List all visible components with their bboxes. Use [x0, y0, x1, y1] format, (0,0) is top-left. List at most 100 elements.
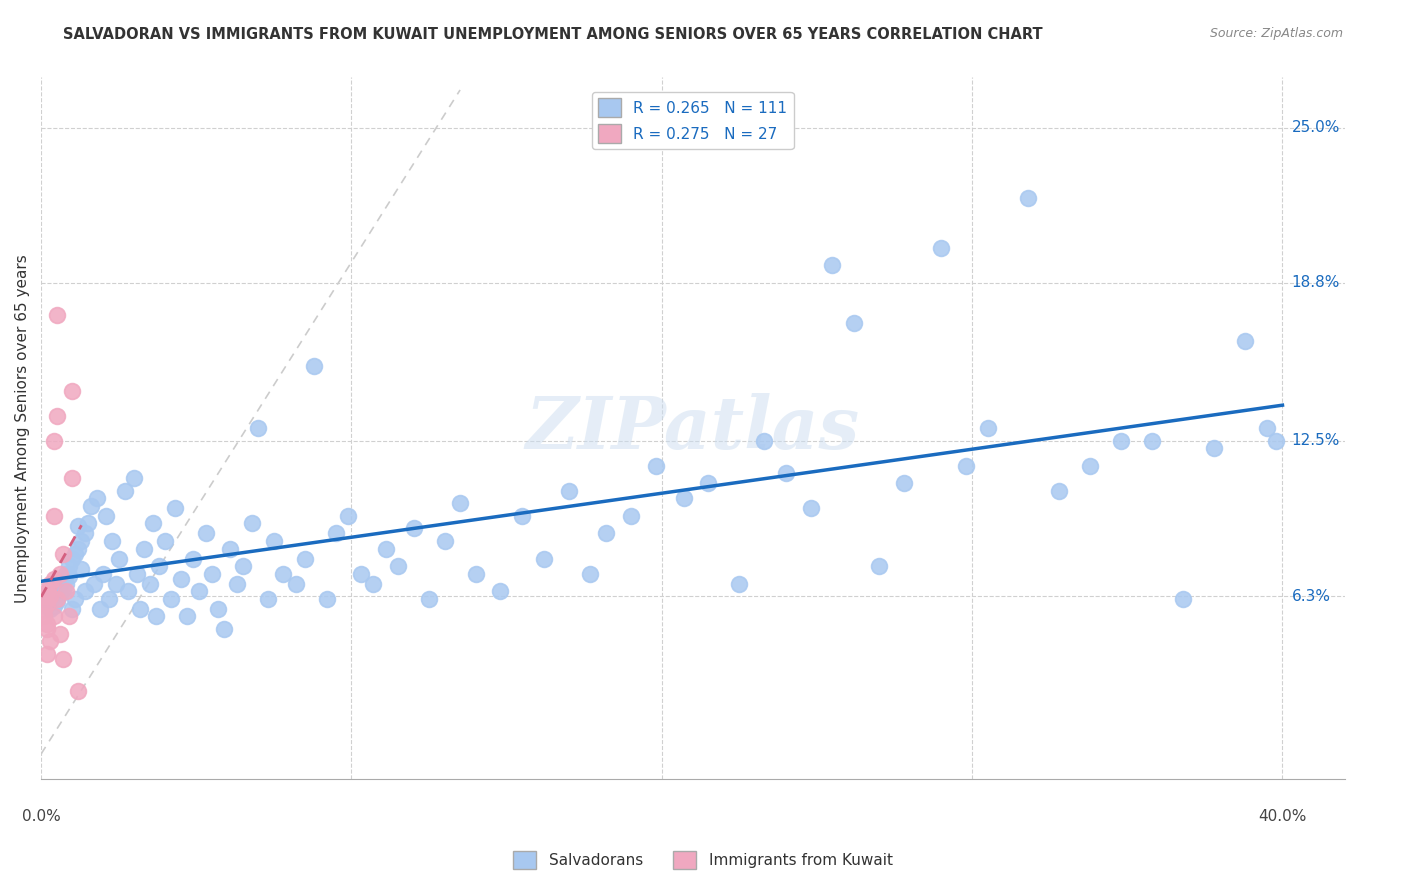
Point: [374, 541, 396, 556]
Point: [361, 576, 384, 591]
Point: [315, 591, 337, 606]
Point: [60, 601, 83, 615]
Text: 12.5%: 12.5%: [1292, 434, 1340, 449]
Point: [893, 476, 915, 491]
Point: [132, 541, 155, 556]
Point: [644, 458, 666, 473]
Point: [728, 576, 751, 591]
Point: [48, 586, 70, 600]
Point: [98, 591, 121, 606]
Point: [58, 609, 80, 624]
Point: [52, 572, 75, 586]
Point: [60, 551, 83, 566]
Point: [271, 566, 294, 581]
Point: [219, 541, 242, 556]
Point: [37, 584, 59, 599]
Point: [1140, 434, 1163, 448]
Point: [232, 559, 254, 574]
Point: [595, 526, 617, 541]
Point: [464, 566, 486, 581]
Point: [176, 609, 198, 624]
Point: [52, 582, 75, 596]
Point: [37, 622, 59, 636]
Point: [48, 576, 70, 591]
Point: [337, 508, 360, 523]
Point: [37, 616, 59, 631]
Point: [42, 589, 65, 603]
Point: [45, 594, 67, 608]
Point: [122, 471, 145, 485]
Point: [148, 559, 170, 574]
Point: [86, 491, 108, 506]
Point: [52, 652, 75, 666]
Point: [387, 559, 409, 574]
Point: [350, 566, 373, 581]
Point: [42, 508, 65, 523]
Point: [160, 591, 183, 606]
Legend: R = 0.265   N = 111, R = 0.275   N = 27: R = 0.265 N = 111, R = 0.275 N = 27: [592, 92, 793, 149]
Point: [89, 601, 111, 615]
Y-axis label: Unemployment Among Seniors over 65 years: Unemployment Among Seniors over 65 years: [15, 254, 30, 603]
Point: [1109, 434, 1132, 448]
Point: [101, 534, 124, 549]
Point: [65, 547, 87, 561]
Point: [207, 601, 229, 615]
Text: ZIPatlas: ZIPatlas: [526, 392, 860, 464]
Point: [70, 534, 93, 549]
Point: [929, 241, 952, 255]
Point: [138, 576, 160, 591]
Point: [402, 521, 425, 535]
Point: [163, 501, 186, 516]
Text: Source: ZipAtlas.com: Source: ZipAtlas.com: [1209, 27, 1343, 40]
Point: [45, 591, 67, 606]
Point: [1047, 483, 1070, 498]
Legend: Salvadorans, Immigrants from Kuwait: Salvadorans, Immigrants from Kuwait: [508, 845, 898, 875]
Point: [142, 516, 165, 531]
Point: [170, 572, 193, 586]
Point: [32, 609, 55, 624]
Point: [58, 559, 80, 574]
Point: [188, 584, 211, 599]
Text: 40.0%: 40.0%: [1258, 809, 1306, 824]
Point: [117, 584, 139, 599]
Point: [775, 467, 797, 481]
Point: [45, 409, 67, 423]
Point: [91, 566, 114, 581]
Point: [212, 622, 235, 636]
Point: [579, 566, 602, 581]
Point: [32, 589, 55, 603]
Point: [107, 551, 129, 566]
Point: [73, 584, 96, 599]
Point: [67, 519, 90, 533]
Point: [32, 601, 55, 615]
Point: [1265, 434, 1288, 448]
Point: [194, 526, 217, 541]
Point: [821, 258, 844, 272]
Point: [181, 551, 204, 566]
Point: [155, 534, 177, 549]
Point: [37, 597, 59, 611]
Point: [39, 576, 62, 591]
Point: [672, 491, 695, 506]
Point: [39, 634, 62, 648]
Point: [127, 566, 149, 581]
Point: [45, 584, 67, 599]
Point: [60, 384, 83, 398]
Text: SALVADORAN VS IMMIGRANTS FROM KUWAIT UNEMPLOYMENT AMONG SENIORS OVER 65 YEARS CO: SALVADORAN VS IMMIGRANTS FROM KUWAIT UNE…: [63, 27, 1043, 42]
Point: [70, 561, 93, 575]
Point: [37, 647, 59, 661]
Point: [263, 534, 285, 549]
Point: [510, 508, 533, 523]
Point: [104, 576, 127, 591]
Point: [39, 589, 62, 603]
Point: [225, 576, 247, 591]
Point: [42, 572, 65, 586]
Point: [67, 684, 90, 698]
Point: [294, 551, 316, 566]
Point: [868, 559, 890, 574]
Point: [247, 421, 270, 435]
Point: [1234, 334, 1257, 348]
Point: [39, 591, 62, 606]
Point: [489, 584, 512, 599]
Point: [976, 421, 998, 435]
